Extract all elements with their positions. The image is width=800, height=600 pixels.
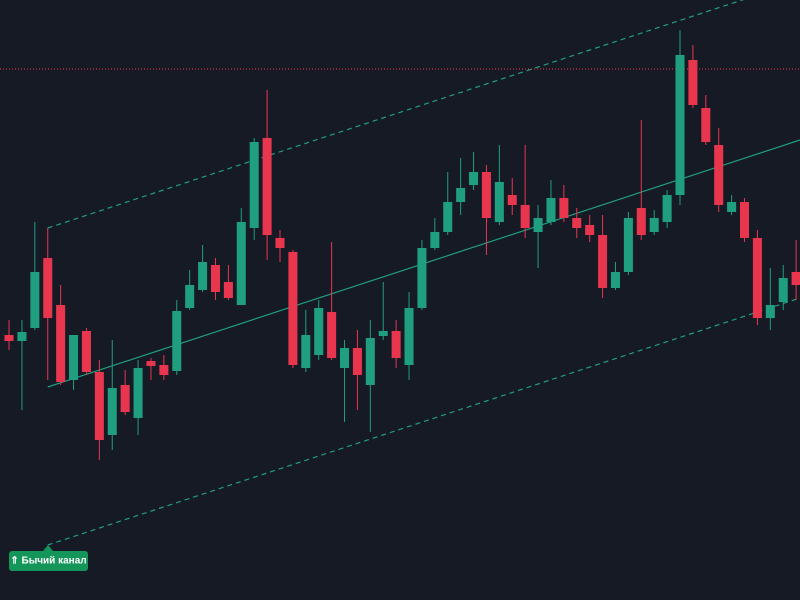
candle-body (378, 331, 388, 336)
candle-body (275, 238, 285, 248)
candle-body (752, 238, 762, 318)
candle-body (533, 218, 543, 232)
candle-body (288, 252, 298, 365)
candle-body (340, 348, 350, 368)
candle-body (185, 285, 195, 308)
candle-body (494, 182, 504, 222)
candle-body (778, 278, 788, 302)
candle-body (120, 385, 130, 412)
candle-body (636, 208, 646, 235)
candle-body (4, 335, 14, 341)
candle-body (172, 311, 182, 371)
candle-body (740, 202, 750, 238)
candle-body (688, 60, 698, 105)
candle-body (765, 305, 775, 318)
candle-body (585, 225, 595, 235)
candle-body (94, 372, 104, 440)
candle-body (43, 258, 53, 318)
badge (9, 551, 88, 571)
candle-body (17, 332, 27, 341)
candle-body (610, 272, 620, 288)
candle-body (146, 361, 156, 366)
candle-body (417, 248, 427, 308)
candle-body (559, 198, 569, 218)
candle-body (791, 272, 800, 285)
candle-body (701, 108, 711, 142)
annotation: ⇑ Бычий канал (10, 556, 86, 567)
candle-body (714, 145, 724, 205)
candle-body (727, 202, 737, 212)
candle-body (598, 235, 608, 288)
candle-body (262, 138, 272, 235)
candle-body (662, 195, 672, 222)
candle-body (301, 335, 311, 368)
candle-body (649, 218, 659, 232)
candle-body (391, 331, 401, 358)
candle-body (249, 142, 259, 228)
badge-pointer (43, 545, 53, 551)
candle-body (223, 282, 233, 298)
candle-body (69, 335, 79, 380)
channel-upper (47, 0, 745, 229)
candle-body (133, 368, 143, 418)
candle-body (159, 365, 169, 375)
candle-body (81, 331, 91, 372)
candle-body (572, 218, 582, 228)
candle-body (352, 348, 362, 375)
candle-body (198, 262, 208, 290)
candle-body (404, 308, 414, 365)
candle-body (481, 172, 491, 218)
candle-body (30, 272, 40, 328)
candle-body (365, 338, 375, 385)
candle-body (520, 205, 530, 228)
candle-body (210, 265, 220, 292)
candle-body (456, 188, 466, 202)
candle-body (443, 202, 453, 232)
candle-body (107, 388, 117, 435)
candle-body (623, 218, 633, 272)
candle-body (430, 232, 440, 248)
candle-body (469, 172, 479, 185)
candle-body (507, 195, 517, 205)
candle-body (314, 308, 324, 355)
candle-body (327, 312, 337, 358)
plot (0, 0, 800, 546)
candle-body (675, 55, 685, 195)
candle-body (236, 222, 246, 305)
candle-body (546, 198, 556, 222)
channel-lower (47, 297, 800, 546)
candle-body (56, 305, 66, 382)
